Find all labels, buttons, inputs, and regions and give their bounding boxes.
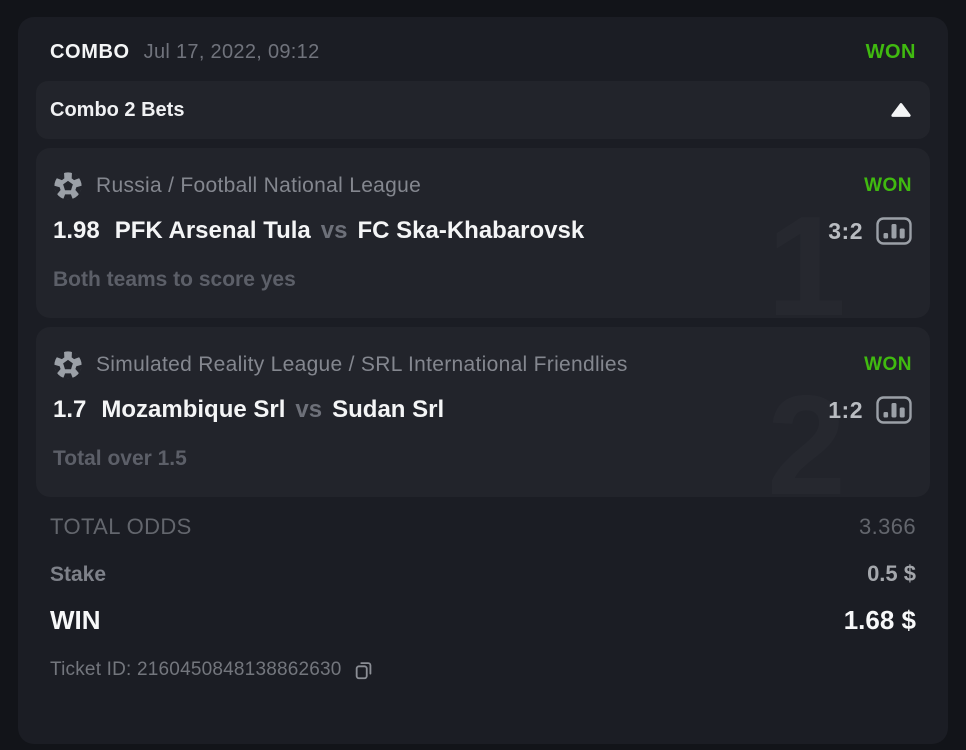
combo-bets-toggle[interactable]: Combo 2 Bets <box>36 81 930 139</box>
bet-index-watermark: 2 <box>767 366 846 498</box>
match-row: 1.7 Mozambique Srl vs Sudan Srl 1:2 <box>53 396 912 424</box>
total-odds-label: TOTAL ODDS <box>50 514 192 539</box>
bet-pick: Both teams to score yes <box>53 268 296 291</box>
win-value: 1.68 $ <box>843 605 916 635</box>
bet-ticket-card: COMBO Jul 17, 2022, 09:12 WON Combo 2 Be… <box>18 17 948 744</box>
score-group: 3:2 <box>828 217 912 245</box>
match-title: 1.98 PFK Arsenal Tula vs FC Ska-Khabarov… <box>53 217 584 245</box>
match-stats-button[interactable] <box>876 396 912 424</box>
soccer-ball-icon <box>53 172 83 200</box>
stake-value: 0.5 $ <box>867 561 916 586</box>
away-team: FC Ska-Khabarovsk <box>357 217 585 244</box>
match-title: 1.7 Mozambique Srl vs Sudan Srl <box>53 396 444 424</box>
home-team: Mozambique Srl <box>101 396 286 423</box>
bet-leg-2: 2 Simulated Reality League / SRL Interna… <box>36 327 930 497</box>
bar-chart-icon <box>876 396 912 424</box>
ticket-datetime: Jul 17, 2022, 09:12 <box>143 41 320 63</box>
stake-label: Stake <box>50 563 107 586</box>
bet-index-watermark: 1 <box>767 187 846 319</box>
chevron-up-icon[interactable] <box>890 102 912 118</box>
league-name: Simulated Reality League / SRL Internati… <box>96 353 628 376</box>
bet-odds: 1.7 <box>53 396 87 423</box>
league-row: Russia / Football National League WON <box>53 171 912 201</box>
win-label: WIN <box>50 605 101 635</box>
home-team: PFK Arsenal Tula <box>114 217 311 244</box>
ticket-id-text: Ticket ID: 2160450848138862630 <box>50 659 342 680</box>
away-team: Sudan Srl <box>332 396 445 423</box>
soccer-ball-icon <box>53 351 83 379</box>
bet-pick: Total over 1.5 <box>53 447 187 470</box>
combo-bets-label: Combo 2 Bets <box>50 98 185 121</box>
bet-status-badge: WON <box>864 354 912 375</box>
match-stats-button[interactable] <box>876 217 912 245</box>
total-odds-row: TOTAL ODDS 3.366 <box>50 514 916 540</box>
ticket-header: COMBO Jul 17, 2022, 09:12 WON <box>18 17 948 64</box>
match-score: 3:2 <box>828 217 863 244</box>
ticket-id-row: Ticket ID: 2160450848138862630 <box>50 658 916 682</box>
vs-label: vs <box>320 217 348 244</box>
vs-label: vs <box>295 396 323 423</box>
score-group: 1:2 <box>828 396 912 424</box>
bet-odds: 1.98 <box>53 217 100 244</box>
match-row: 1.98 PFK Arsenal Tula vs FC Ska-Khabarov… <box>53 217 912 245</box>
copy-ticket-id-button[interactable] <box>352 658 376 682</box>
copy-icon <box>355 662 371 680</box>
stake-row: Stake 0.5 $ <box>50 561 916 587</box>
league-row: Simulated Reality League / SRL Internati… <box>53 350 912 380</box>
bar-chart-icon <box>876 217 912 245</box>
match-score: 1:2 <box>828 396 863 423</box>
ticket-status-badge: WON <box>865 41 916 63</box>
bet-type-label: COMBO <box>50 41 130 63</box>
league-name: Russia / Football National League <box>96 174 422 197</box>
bet-leg-1: 1 Russia / Football National League WON … <box>36 148 930 318</box>
bet-status-badge: WON <box>864 175 912 196</box>
win-row: WIN 1.68 $ <box>50 605 916 636</box>
ticket-summary: TOTAL ODDS 3.366 Stake 0.5 $ WIN 1.68 $ … <box>18 514 948 682</box>
total-odds-value: 3.366 <box>858 514 916 539</box>
